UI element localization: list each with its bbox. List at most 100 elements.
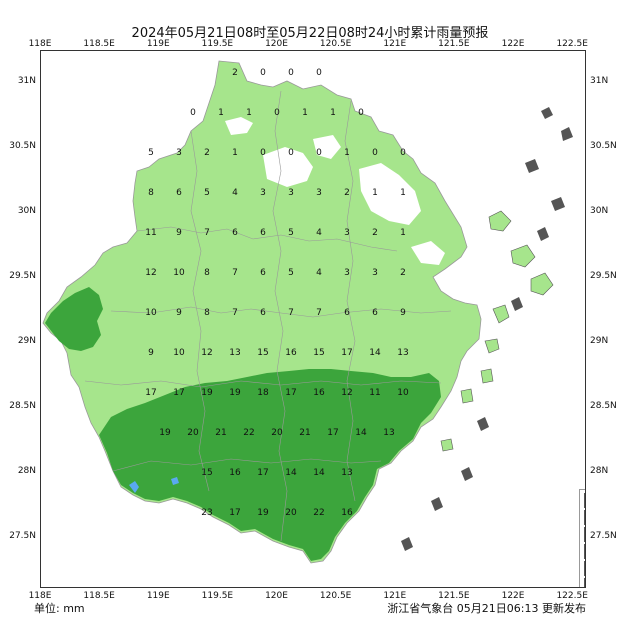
top-lon-tick: 119.5E [202, 39, 234, 49]
rainfall-value: 5 [204, 188, 210, 198]
rainfall-value: 3 [176, 148, 182, 158]
rainfall-value: 1 [232, 148, 238, 158]
top-lon-tick: 119E [147, 39, 170, 49]
bottom-lon-tick: 121.5E [438, 591, 470, 601]
top-lon-tick: 120.5E [320, 39, 352, 49]
rainfall-value: 0 [288, 68, 294, 78]
left-lat-tick: 30.5N [9, 141, 36, 151]
right-lat-tick: 28.5N [590, 401, 617, 411]
rainfall-value: 22 [313, 508, 324, 518]
rainfall-value: 17 [327, 428, 338, 438]
rainfall-value: 7 [316, 308, 322, 318]
rainfall-value: 5 [148, 148, 154, 158]
rainfall-value: 2 [400, 268, 406, 278]
rainfall-value: 9 [148, 348, 154, 358]
coastal-islands [440, 210, 554, 452]
bottom-lon-tick: 122.5E [556, 591, 588, 601]
rainfall-value: 15 [313, 348, 324, 358]
rainfall-value: 4 [316, 228, 322, 238]
top-lon-tick: 118E [29, 39, 52, 49]
rainfall-value: 6 [260, 268, 266, 278]
rainfall-value: 9 [400, 308, 406, 318]
rainfall-value: 7 [232, 308, 238, 318]
rainfall-value: 3 [260, 188, 266, 198]
rainfall-value: 13 [229, 348, 240, 358]
moderate-rain-west [45, 287, 103, 351]
rainfall-value: 8 [204, 268, 210, 278]
rainfall-value: 14 [355, 428, 367, 438]
right-lat-tick: 28N [590, 466, 608, 476]
rainfall-value: 5 [288, 228, 294, 238]
rainfall-value: 16 [229, 468, 241, 478]
coastal-islands-dark [401, 107, 573, 551]
rainfall-value: 7 [288, 308, 294, 318]
rainfall-value: 9 [176, 308, 182, 318]
rainfall-value: 4 [232, 188, 238, 198]
rainfall-value: 10 [173, 348, 185, 358]
right-lat-tick: 29.5N [590, 271, 617, 281]
top-lon-tick: 122.5E [556, 39, 588, 49]
no-rain-area [411, 241, 445, 265]
top-lon-tick: 121.5E [438, 39, 470, 49]
rainfall-value: 3 [344, 268, 350, 278]
rainfall-value: 20 [271, 428, 283, 438]
rainfall-value: 13 [397, 348, 408, 358]
rainfall-value: 6 [344, 308, 350, 318]
left-lat-tick: 30N [18, 206, 36, 216]
rainfall-value: 2 [372, 228, 378, 238]
rainfall-value: 0 [358, 108, 364, 118]
rainfall-value: 19 [201, 388, 213, 398]
county-boundaries [84, 90, 452, 542]
rainfall-value: 19 [257, 508, 269, 518]
rainfall-value: 1 [218, 108, 224, 118]
bottom-lon-tick: 118E [29, 591, 52, 601]
rainfall-value: 16 [285, 348, 297, 358]
rainfall-value: 1 [246, 108, 252, 118]
rainfall-value: 0 [316, 148, 322, 158]
rainfall-value: 1 [330, 108, 336, 118]
rainfall-value: 8 [204, 308, 210, 318]
legend-swatch [584, 544, 585, 559]
right-lat-tick: 29N [590, 336, 608, 346]
top-lon-tick: 122E [502, 39, 525, 49]
rainfall-point-values: 2 0 0 00 1 1 0 1 1 05 3 2 1 0 0 0 1 0 08 6 5 4 3 3 3 2 1 111 9 7 6 6 5 4 3… [145, 68, 409, 518]
rainfall-value: 2 [344, 188, 350, 198]
left-lat-tick: 28.5N [9, 401, 36, 411]
moderate-rain-area [99, 369, 441, 561]
bottom-lon-tick: 122E [502, 591, 525, 601]
map-frame[interactable]: 2 0 0 0 0 1 1 0 1 1 0 5 3 2 1 0 0 0 1 0 0 8 6 5 4 3 3 3 2 1 1 11 9 7 6 6 5 4 3… [40, 50, 586, 588]
rainfall-value: 6 [176, 188, 182, 198]
rainfall-value: 17 [173, 388, 184, 398]
rainfall-value: 6 [372, 308, 378, 318]
rainfall-value: 10 [173, 268, 185, 278]
bottom-lon-tick: 119.5E [202, 591, 234, 601]
rainfall-value: 1 [302, 108, 308, 118]
rainfall-value: 11 [145, 228, 156, 238]
rainfall-value: 12 [201, 348, 212, 358]
legend-swatch [584, 561, 585, 576]
rainfall-value: 7 [232, 268, 238, 278]
rainfall-value: 6 [232, 228, 238, 238]
bottom-lon-tick: 120.5E [320, 591, 352, 601]
rainfall-value: 14 [313, 468, 325, 478]
top-lon-tick: 118.5E [83, 39, 115, 49]
rainfall-value: 15 [257, 348, 268, 358]
unit-label: 单位: mm [34, 602, 85, 615]
rainfall-value: 12 [145, 268, 156, 278]
right-lat-tick: 30N [590, 206, 608, 216]
rainfall-value: 3 [288, 188, 294, 198]
heavy-rain-spot [171, 477, 179, 485]
rainfall-value: 1 [400, 228, 406, 238]
rainfall-value: 3 [316, 188, 322, 198]
right-lat-tick: 27.5N [590, 531, 617, 541]
rainfall-value: 17 [341, 348, 352, 358]
rainfall-value: 8 [148, 188, 154, 198]
bottom-lon-tick: 121E [383, 591, 406, 601]
left-lat-tick: 29N [18, 336, 36, 346]
rainfall-value: 11 [369, 388, 380, 398]
rainfall-map[interactable]: 2 0 0 00 1 1 0 1 1 05 3 2 1 0 0 0 1 0 08 6 5 4 3 3 3 2 1 111 9 7 6 6 5 4 3… [41, 51, 585, 587]
rainfall-value: 0 [190, 108, 196, 118]
rainfall-value: 14 [285, 468, 297, 478]
rainfall-value: 17 [229, 508, 240, 518]
legend-swatch [584, 527, 585, 542]
